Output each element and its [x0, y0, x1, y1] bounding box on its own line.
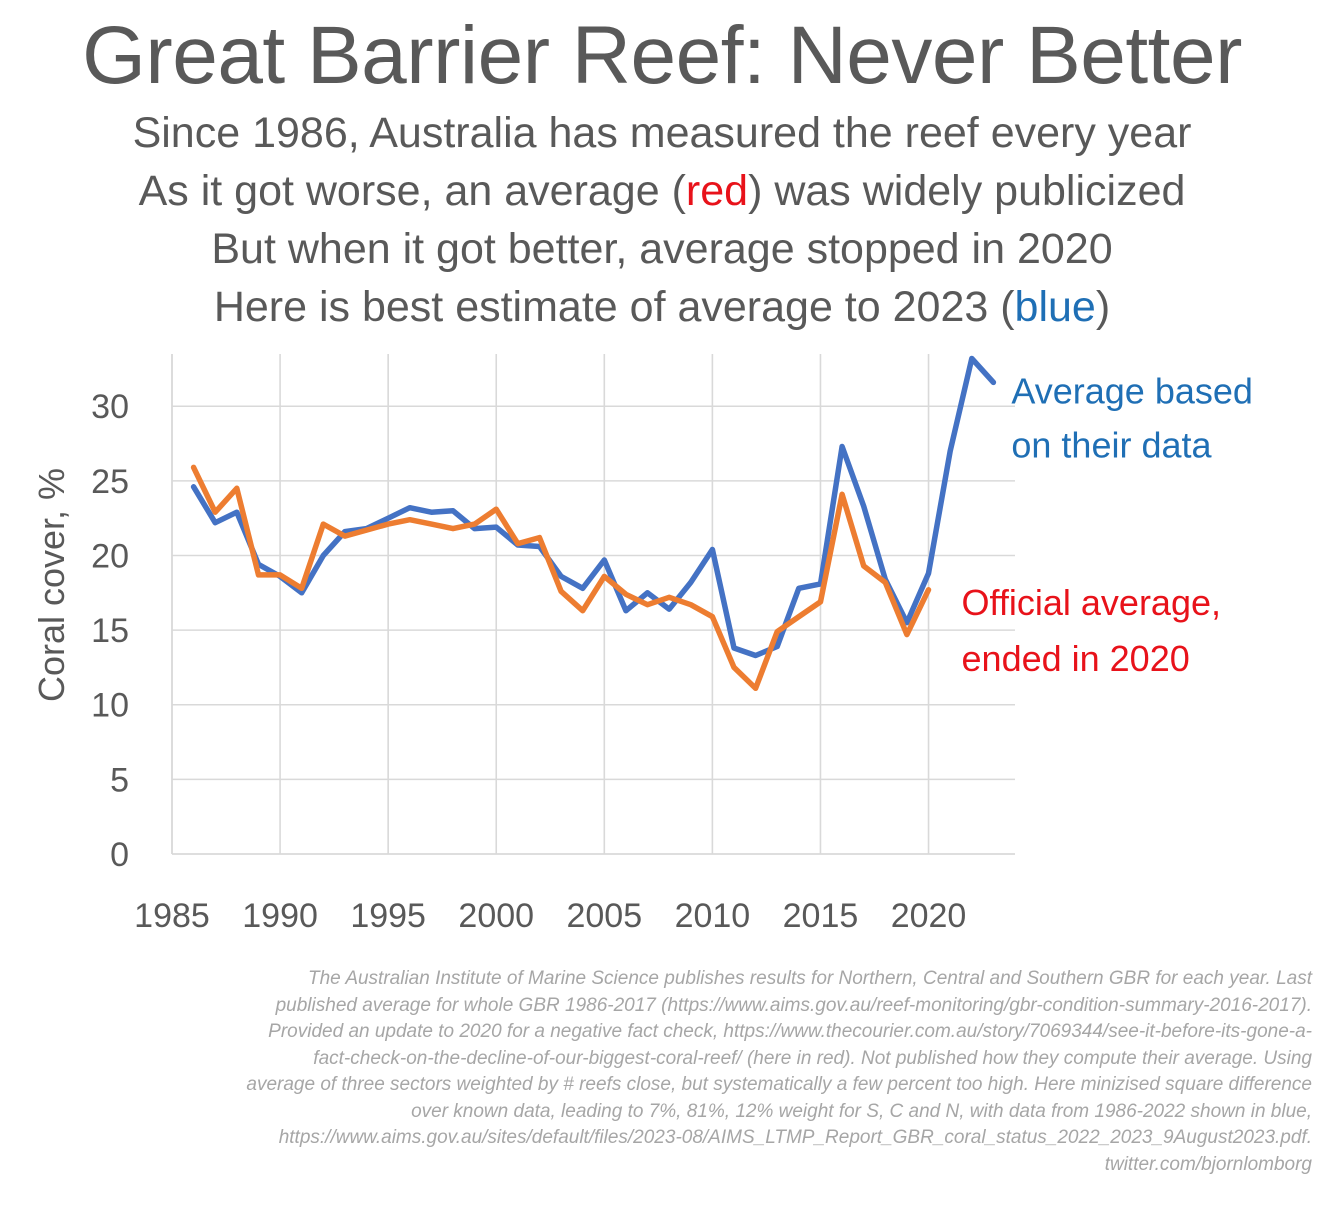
- subtitle-line-3: But when it got better, average stopped …: [211, 225, 1113, 273]
- annotation-official-series: Official average,: [962, 582, 1221, 623]
- chart-title: Great Barrier Reef: Never Better: [82, 10, 1242, 101]
- subtitle-line-4-end: ): [1095, 283, 1111, 331]
- footnote-line: average of three sectors weighted by # r…: [246, 1074, 1312, 1095]
- y-tick-label: 15: [91, 612, 129, 650]
- y-tick-label: 30: [91, 388, 129, 426]
- subtitle-line-1: Since 1986, Australia has measured the r…: [132, 109, 1192, 157]
- x-tick-label: 1985: [134, 897, 210, 935]
- x-tick-label: 2000: [458, 897, 534, 935]
- x-tick-label: 2020: [891, 897, 967, 935]
- x-tick-label: 1990: [242, 897, 318, 935]
- subtitle-line-2: As it got worse, an average (red) was wi…: [0, 162, 1324, 220]
- tick-labels: 0 5 10 15 20 25 30 1985 1990 1995 2000 2005 2010 2015…: [91, 388, 966, 935]
- annotations: Average based on their data Official avera…: [962, 370, 1253, 678]
- subtitle-line-4: Here is best estimate of average to 2023…: [0, 278, 1324, 336]
- footnote-line: The Australian Institute of Marine Scien…: [308, 968, 1312, 989]
- x-tick-label: 2010: [675, 897, 751, 935]
- y-axis-title: Coral cover, %: [31, 468, 72, 702]
- series: [190, 355, 997, 692]
- footnote-line: fact-check-on-the-decline-of-our-biggest…: [313, 1047, 1312, 1069]
- coral-cover-line-chart: 0 5 10 15 20 25 30 1985 1990 1995 2000 2005 2010 2015…: [31, 354, 1253, 935]
- y-tick-label: 25: [91, 463, 129, 501]
- y-tick-label: 0: [110, 836, 129, 874]
- footnote-line: https://www.aims.gov.au/sites/default/fi…: [278, 1127, 1312, 1148]
- x-tick-label: 2015: [783, 897, 859, 935]
- subtitle-line-2-end: ) was widely publicized: [748, 167, 1186, 215]
- axes: [171, 354, 1015, 855]
- y-tick-label: 5: [110, 761, 129, 799]
- footnote-line: twitter.com/bjornlomborg: [1104, 1153, 1312, 1175]
- subtitle-line-4-start: Here is best estimate of average to 2023…: [213, 283, 1015, 331]
- x-tick-label: 2005: [566, 897, 642, 935]
- x-tick-label: 1995: [350, 897, 426, 935]
- annotation-blue-series: Average based: [1011, 370, 1253, 411]
- subtitle-blue-word: blue: [1014, 283, 1096, 331]
- official-average-series-line: [190, 464, 932, 692]
- annotation-blue-series: on their data: [1011, 424, 1212, 465]
- footnote-line: Provided an update to 2020 for a negativ…: [268, 1021, 1312, 1042]
- y-tick-label: 10: [91, 687, 129, 725]
- source-footnote: The Australian Institute of Marine Scien…: [12, 966, 1312, 1178]
- annotation-official-series: ended in 2020: [962, 638, 1190, 679]
- subtitle-red-word: red: [685, 167, 749, 215]
- blue-average-series-line: [190, 355, 997, 659]
- footnote-line: over known data, leading to 7%, 81%, 12%…: [411, 1100, 1312, 1122]
- gridlines: [172, 354, 1015, 854]
- y-tick-label: 20: [91, 537, 129, 575]
- footnote-line: published average for whole GBR 1986-201…: [275, 994, 1312, 1016]
- subtitle-line-2-start: As it got worse, an average (: [138, 167, 686, 215]
